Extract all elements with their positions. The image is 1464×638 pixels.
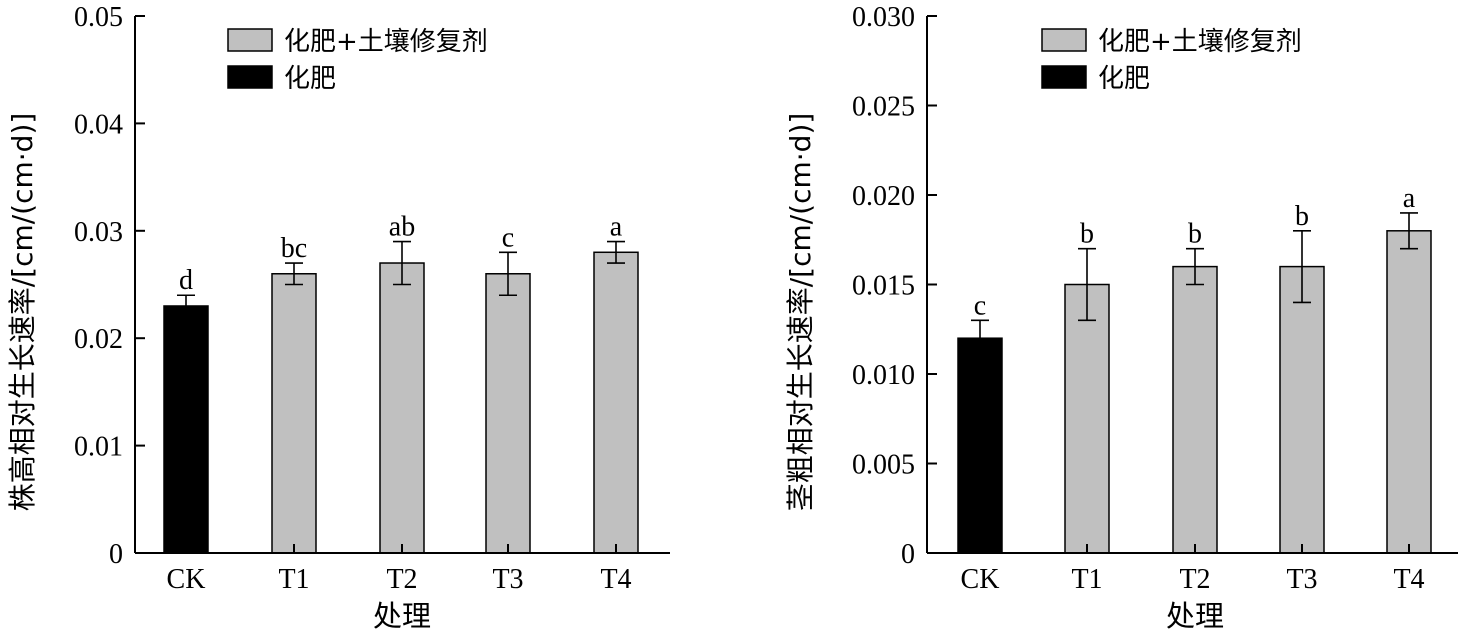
bar bbox=[485, 273, 531, 554]
x-tick-label: T4 bbox=[1393, 564, 1424, 595]
y-tick-label: 0.010 bbox=[852, 360, 915, 391]
y-tick-label: 0.030 bbox=[852, 2, 915, 33]
significance-label: a bbox=[610, 212, 623, 243]
y-tick-label: 0.01 bbox=[74, 432, 123, 463]
legend-swatch bbox=[1041, 65, 1087, 89]
bar bbox=[163, 305, 209, 554]
bar bbox=[1279, 265, 1325, 554]
x-tick-label: CK bbox=[961, 564, 1000, 595]
bar bbox=[1172, 265, 1218, 554]
x-tick-label: CK bbox=[167, 564, 206, 595]
chart-panel-plant-height: d bc ab c a 0 0.01 0.02 0.03 0.04 0.05 CK T1 T2 T3 T4 处理… bbox=[6, 2, 670, 633]
y-tick-label: 0.015 bbox=[852, 271, 915, 302]
bar bbox=[379, 262, 425, 554]
y-tick-label: 0.03 bbox=[74, 217, 123, 248]
x-tick-label: T1 bbox=[278, 564, 309, 595]
y-tick-label: 0.05 bbox=[74, 2, 123, 33]
x-tick-label: T3 bbox=[492, 564, 523, 595]
y-tick-label: 0.025 bbox=[852, 92, 915, 123]
x-tick-label: T2 bbox=[1179, 564, 1210, 595]
bar bbox=[593, 251, 639, 554]
bar bbox=[271, 273, 317, 554]
legend-label: 化肥+土壤修复剂 bbox=[284, 27, 488, 57]
y-tick-label: 0.020 bbox=[852, 181, 915, 212]
x-tick-label: T2 bbox=[386, 564, 417, 595]
bar bbox=[1386, 230, 1432, 554]
legend-swatch bbox=[1041, 28, 1087, 52]
legend-label: 化肥 bbox=[284, 64, 336, 94]
legend-swatch bbox=[227, 65, 273, 89]
significance-label: a bbox=[1403, 183, 1416, 214]
y-tick-label: 0 bbox=[901, 539, 915, 570]
legend-label: 化肥 bbox=[1098, 64, 1150, 94]
significance-label: b bbox=[1295, 201, 1309, 232]
significance-label: b bbox=[1188, 219, 1202, 250]
y-tick-label: 0.02 bbox=[74, 324, 123, 355]
significance-label: d bbox=[179, 265, 193, 296]
y-tick-label: 0.005 bbox=[852, 450, 915, 481]
x-tick-label: T4 bbox=[600, 564, 631, 595]
significance-label: c bbox=[502, 222, 514, 253]
bar bbox=[1064, 283, 1110, 554]
x-axis-title: 处理 bbox=[1166, 599, 1224, 633]
x-tick-label: T1 bbox=[1071, 564, 1102, 595]
bar bbox=[957, 337, 1003, 554]
significance-label: ab bbox=[389, 212, 415, 243]
significance-label: b bbox=[1080, 219, 1094, 250]
chart-panel-stem-diameter: c b b b a 0 0.005 0.010 0.015 0.020 0.025 0.030 CK T1… bbox=[784, 2, 1458, 633]
significance-label: bc bbox=[281, 233, 307, 264]
y-axis-title: 株高相对生长速率/[cm/(cm·d)] bbox=[6, 113, 39, 512]
significance-label: c bbox=[974, 290, 986, 321]
legend-swatch bbox=[227, 28, 273, 52]
y-axis-title: 茎粗相对生长速率/[cm/(cm·d)] bbox=[784, 113, 817, 512]
x-axis-title: 处理 bbox=[373, 599, 431, 633]
x-tick-label: T3 bbox=[1286, 564, 1317, 595]
legend-label: 化肥+土壤修复剂 bbox=[1098, 27, 1302, 57]
y-tick-label: 0 bbox=[109, 539, 123, 570]
y-tick-label: 0.04 bbox=[74, 109, 123, 140]
